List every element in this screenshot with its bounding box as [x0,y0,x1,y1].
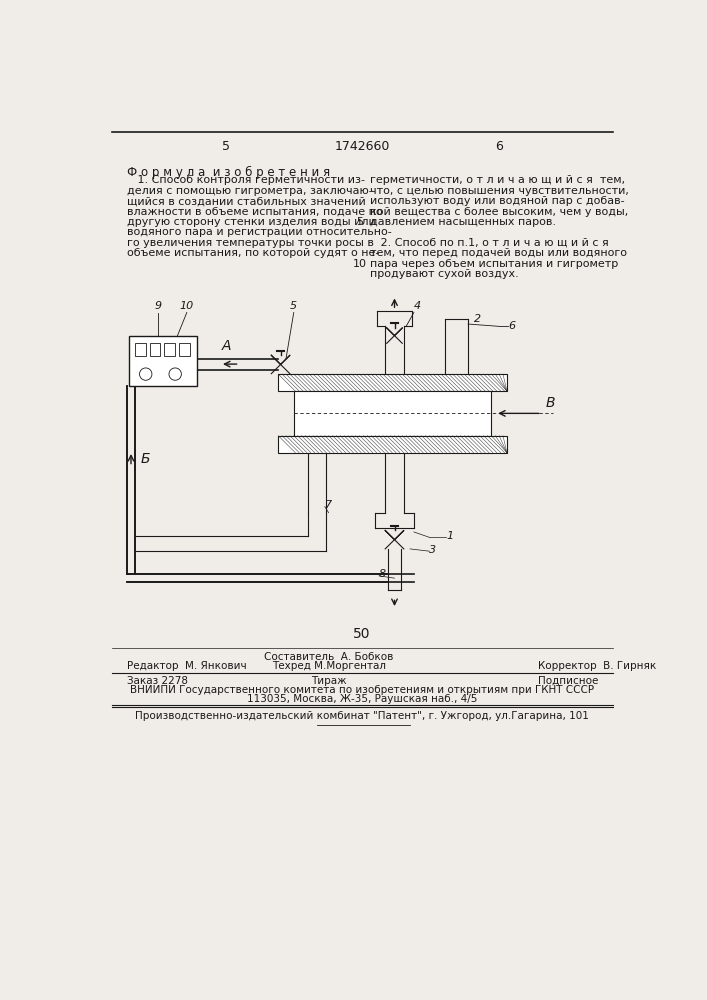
Circle shape [139,368,152,380]
Text: 50: 50 [354,627,370,641]
Text: 4: 4 [414,301,421,311]
Text: герметичности, о т л и ч а ю щ и й с я  тем,: герметичности, о т л и ч а ю щ и й с я т… [370,175,625,185]
Text: 8: 8 [379,569,386,579]
Text: 1742660: 1742660 [334,140,390,153]
Text: Тираж: Тираж [311,676,346,686]
Text: используют воду или водяной пар с добав-: используют воду или водяной пар с добав- [370,196,624,206]
Text: тем, что перед подачей воды или водяного: тем, что перед подачей воды или водяного [370,248,626,258]
Bar [279,436,507,453]
Text: объеме испытания, по которой судят о не-: объеме испытания, по которой судят о не- [127,248,380,258]
Text: 7: 7 [325,500,332,510]
Text: 2: 2 [474,314,481,324]
Text: Ф о р м у л а  и з о б р е т е н и я: Ф о р м у л а и з о б р е т е н и я [127,166,330,179]
Text: 10: 10 [180,301,194,311]
Text: 113035, Москва, Ж-35, Раушская наб., 4/5: 113035, Москва, Ж-35, Раушская наб., 4/5 [247,694,477,704]
Text: 3: 3 [429,545,436,555]
Text: другую сторону стенки изделия воды или: другую сторону стенки изделия воды или [127,217,376,227]
Text: делия с помощью гигрометра, заключаю-: делия с помощью гигрометра, заключаю- [127,186,373,196]
Bar [129,336,197,386]
Text: водяного пара и регистрации относительно-: водяного пара и регистрации относительно… [127,227,392,237]
Text: Б: Б [141,452,151,466]
Text: 6: 6 [495,140,503,153]
Text: что, с целью повышения чувствительности,: что, с целью повышения чувствительности, [370,186,629,196]
Bar [279,374,507,391]
Text: 9: 9 [155,301,162,311]
Text: 1. Способ контроля герметичности из-: 1. Способ контроля герметичности из- [127,175,365,185]
Text: давлением насыщенных паров.: давлением насыщенных паров. [370,217,556,227]
Text: кой вещества с более высоким, чем у воды,: кой вещества с более высоким, чем у воды… [370,207,628,217]
Bar [135,343,146,356]
Text: 2. Способ по п.1, о т л и ч а ю щ и й с я: 2. Способ по п.1, о т л и ч а ю щ и й с … [370,238,609,248]
Bar [293,391,491,436]
Text: 5: 5 [356,217,363,227]
Text: Техред М.Моргентал: Техред М.Моргентал [271,661,385,671]
Text: ВНИИПИ Государственного комитета по изобретениям и открытиям при ГКНТ СССР: ВНИИПИ Государственного комитета по изоб… [130,685,594,695]
Text: 6: 6 [508,321,515,331]
Text: B: B [546,396,555,410]
Bar [164,343,175,356]
Text: Производственно-издательский комбинат "Патент", г. Ужгород, ул.Гагарина, 101: Производственно-издательский комбинат "П… [135,711,589,721]
Text: Заказ 2278: Заказ 2278 [127,676,188,686]
Text: продувают сухой воздух.: продувают сухой воздух. [370,269,518,279]
Text: Корректор  В. Гирняк: Корректор В. Гирняк [538,661,656,671]
Text: влажности в объеме испытания, подаче по: влажности в объеме испытания, подаче по [127,207,382,217]
Text: Редактор  М. Янкович: Редактор М. Янкович [127,661,247,671]
Text: 5: 5 [221,140,230,153]
Text: Составитель  А. Бобков: Составитель А. Бобков [264,652,393,662]
Circle shape [169,368,182,380]
Text: го увеличения температуры точки росы в: го увеличения температуры точки росы в [127,238,374,248]
Text: пара через объем испытания и гигрометр: пара через объем испытания и гигрометр [370,259,618,269]
Text: щийся в создании стабильных значений: щийся в создании стабильных значений [127,196,366,206]
Text: A: A [221,339,231,353]
Bar [179,343,190,356]
Text: 10: 10 [353,259,367,269]
Text: Подписное: Подписное [538,676,598,686]
Bar [150,343,160,356]
Text: 1: 1 [446,531,454,541]
Text: 5: 5 [290,301,298,311]
